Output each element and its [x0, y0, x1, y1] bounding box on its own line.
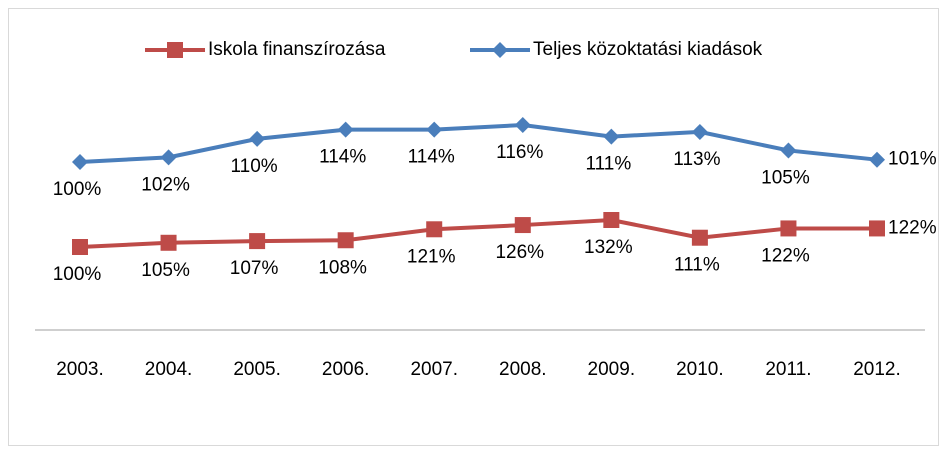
data-label: 114% [319, 147, 366, 168]
x-tick-label: 2010. [676, 359, 724, 380]
marker [603, 128, 620, 145]
marker [337, 121, 354, 138]
series-line [79, 122, 878, 164]
data-label: 121% [407, 246, 456, 267]
marker [691, 123, 708, 140]
x-tick-label: 2009. [588, 359, 636, 380]
marker [780, 142, 797, 159]
series-line [79, 217, 877, 249]
marker [426, 221, 443, 238]
marker [492, 42, 508, 58]
marker [514, 117, 531, 133]
x-tick-label: 2011. [765, 359, 811, 380]
marker [167, 42, 183, 58]
data-label: 122% [888, 217, 937, 238]
marker [72, 239, 88, 255]
marker [337, 232, 354, 249]
x-tick-label: 2003. [56, 359, 104, 380]
x-tick-label: 2004. [145, 359, 193, 380]
marker [426, 121, 443, 138]
legend-label: Iskola finanszírozása [208, 39, 386, 60]
marker [780, 220, 797, 237]
data-label: 100% [53, 179, 102, 200]
marker [72, 154, 88, 170]
marker [249, 130, 266, 147]
marker [160, 149, 177, 166]
data-label: 132% [584, 237, 633, 258]
x-tick-label: 2012. [853, 359, 901, 380]
data-label: 111% [674, 255, 720, 276]
data-label: 108% [318, 257, 367, 278]
data-label: 110% [231, 156, 278, 177]
data-label: 105% [761, 167, 810, 188]
x-tick-label: 2006. [322, 359, 370, 380]
data-label: 107% [230, 258, 279, 279]
data-label: 116% [496, 142, 543, 163]
data-label: 101% [888, 149, 937, 170]
data-label: 113% [673, 149, 720, 170]
data-label: 105% [141, 260, 190, 281]
marker [869, 220, 885, 237]
marker [160, 234, 177, 251]
legend-label: Teljes közoktatási kiadások [533, 39, 763, 60]
data-label: 111% [585, 154, 631, 175]
marker [249, 233, 266, 250]
marker [691, 229, 708, 246]
data-label: 102% [141, 174, 190, 195]
x-tick-label: 2005. [233, 359, 281, 380]
data-label: 100% [53, 264, 102, 285]
marker [603, 212, 620, 228]
data-label: 122% [761, 245, 810, 266]
marker [514, 217, 531, 234]
data-label: 114% [408, 147, 455, 168]
data-label: 126% [495, 242, 544, 263]
x-tick-label: 2008. [499, 359, 547, 380]
x-tick-label: 2007. [410, 359, 458, 380]
marker [869, 151, 885, 168]
